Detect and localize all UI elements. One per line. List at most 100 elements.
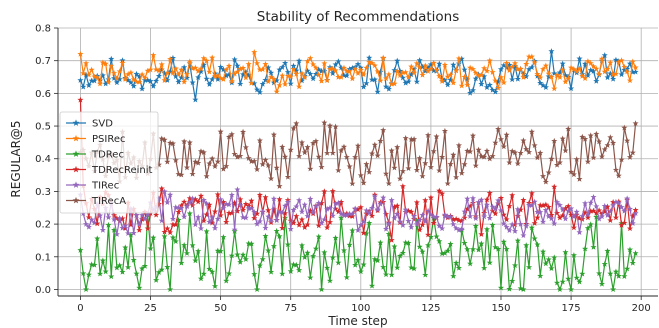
- data-point: [509, 277, 516, 284]
- data-point: [318, 219, 325, 226]
- data-point: [607, 59, 614, 66]
- data-point: [439, 153, 446, 160]
- data-point: [113, 79, 120, 86]
- data-point: [172, 65, 179, 72]
- data-point: [192, 158, 199, 165]
- data-point: [489, 207, 496, 214]
- data-point: [200, 61, 207, 68]
- data-point: [111, 226, 118, 233]
- data-point: [540, 218, 547, 225]
- y-tick-label: 0.7: [35, 56, 51, 67]
- data-point: [568, 211, 575, 218]
- data-point: [621, 208, 628, 214]
- data-point: [186, 199, 193, 205]
- data-point: [497, 207, 505, 214]
- data-point: [139, 265, 146, 272]
- data-point: [411, 212, 418, 219]
- data-point: [240, 71, 247, 77]
- data-point: [113, 75, 120, 82]
- data-point: [234, 186, 241, 193]
- data-point: [329, 254, 336, 261]
- data-point: [307, 195, 314, 202]
- data-point: [164, 77, 171, 83]
- data-point: [91, 77, 98, 84]
- data-point: [214, 72, 221, 79]
- data-point: [144, 77, 151, 83]
- data-point: [189, 202, 196, 209]
- data-point: [304, 144, 311, 150]
- data-point: [153, 66, 160, 73]
- data-point: [582, 245, 589, 252]
- data-point: [197, 225, 205, 232]
- data-point: [405, 239, 412, 246]
- data-point: [467, 64, 474, 71]
- data-point: [368, 282, 376, 289]
- data-point: [413, 60, 420, 67]
- series-line: [80, 121, 637, 187]
- data-point: [503, 245, 510, 252]
- data-point: [189, 242, 196, 248]
- data-point: [332, 200, 339, 207]
- data-point: [197, 275, 205, 282]
- data-point: [164, 199, 171, 206]
- data-point: [203, 228, 210, 235]
- data-point: [94, 235, 101, 242]
- data-point: [310, 75, 317, 82]
- data-point: [542, 206, 549, 213]
- data-point: [254, 166, 261, 173]
- data-point: [287, 73, 294, 80]
- data-point: [419, 63, 426, 70]
- data-point: [481, 73, 488, 80]
- data-point: [528, 64, 535, 70]
- data-point: [408, 71, 415, 78]
- data-point: [610, 75, 617, 82]
- data-point: [318, 286, 325, 293]
- data-point: [211, 73, 219, 79]
- data-point: [593, 203, 600, 210]
- data-point: [551, 183, 558, 190]
- data-point: [141, 74, 148, 81]
- data-point: [349, 227, 356, 234]
- data-point: [559, 60, 566, 67]
- data-point: [377, 239, 384, 246]
- data-point: [514, 160, 521, 167]
- data-point: [612, 166, 619, 173]
- data-point: [531, 220, 538, 226]
- data-point: [385, 220, 392, 227]
- data-point: [338, 198, 345, 205]
- data-point: [82, 220, 90, 227]
- data-point: [497, 284, 505, 291]
- data-point: [601, 68, 608, 75]
- data-point: [430, 219, 437, 226]
- data-point: [122, 76, 129, 82]
- data-point: [391, 243, 398, 250]
- data-point: [136, 73, 143, 80]
- data-point: [195, 74, 202, 81]
- data-point: [436, 238, 443, 244]
- data-point: [242, 144, 249, 151]
- data-point: [607, 134, 614, 140]
- data-point: [197, 68, 205, 75]
- data-point: [610, 198, 617, 205]
- data-point: [130, 82, 137, 89]
- data-point: [483, 196, 491, 203]
- data-point: [276, 233, 283, 239]
- data-point: [559, 135, 566, 142]
- data-point: [296, 221, 303, 228]
- data-point: [450, 61, 457, 68]
- data-point: [439, 190, 446, 197]
- data-point: [436, 187, 443, 194]
- data-point: [254, 286, 261, 293]
- data-point: [200, 149, 207, 156]
- data-point: [394, 67, 401, 74]
- data-point: [259, 66, 266, 73]
- data-point: [315, 71, 322, 78]
- data-point: [329, 212, 336, 219]
- data-point: [220, 165, 227, 172]
- data-point: [158, 185, 165, 192]
- data-point: [220, 76, 227, 82]
- data-point: [273, 217, 280, 223]
- data-point: [88, 216, 95, 223]
- legend-item: TDRec: [66, 150, 124, 161]
- data-point: [321, 60, 328, 67]
